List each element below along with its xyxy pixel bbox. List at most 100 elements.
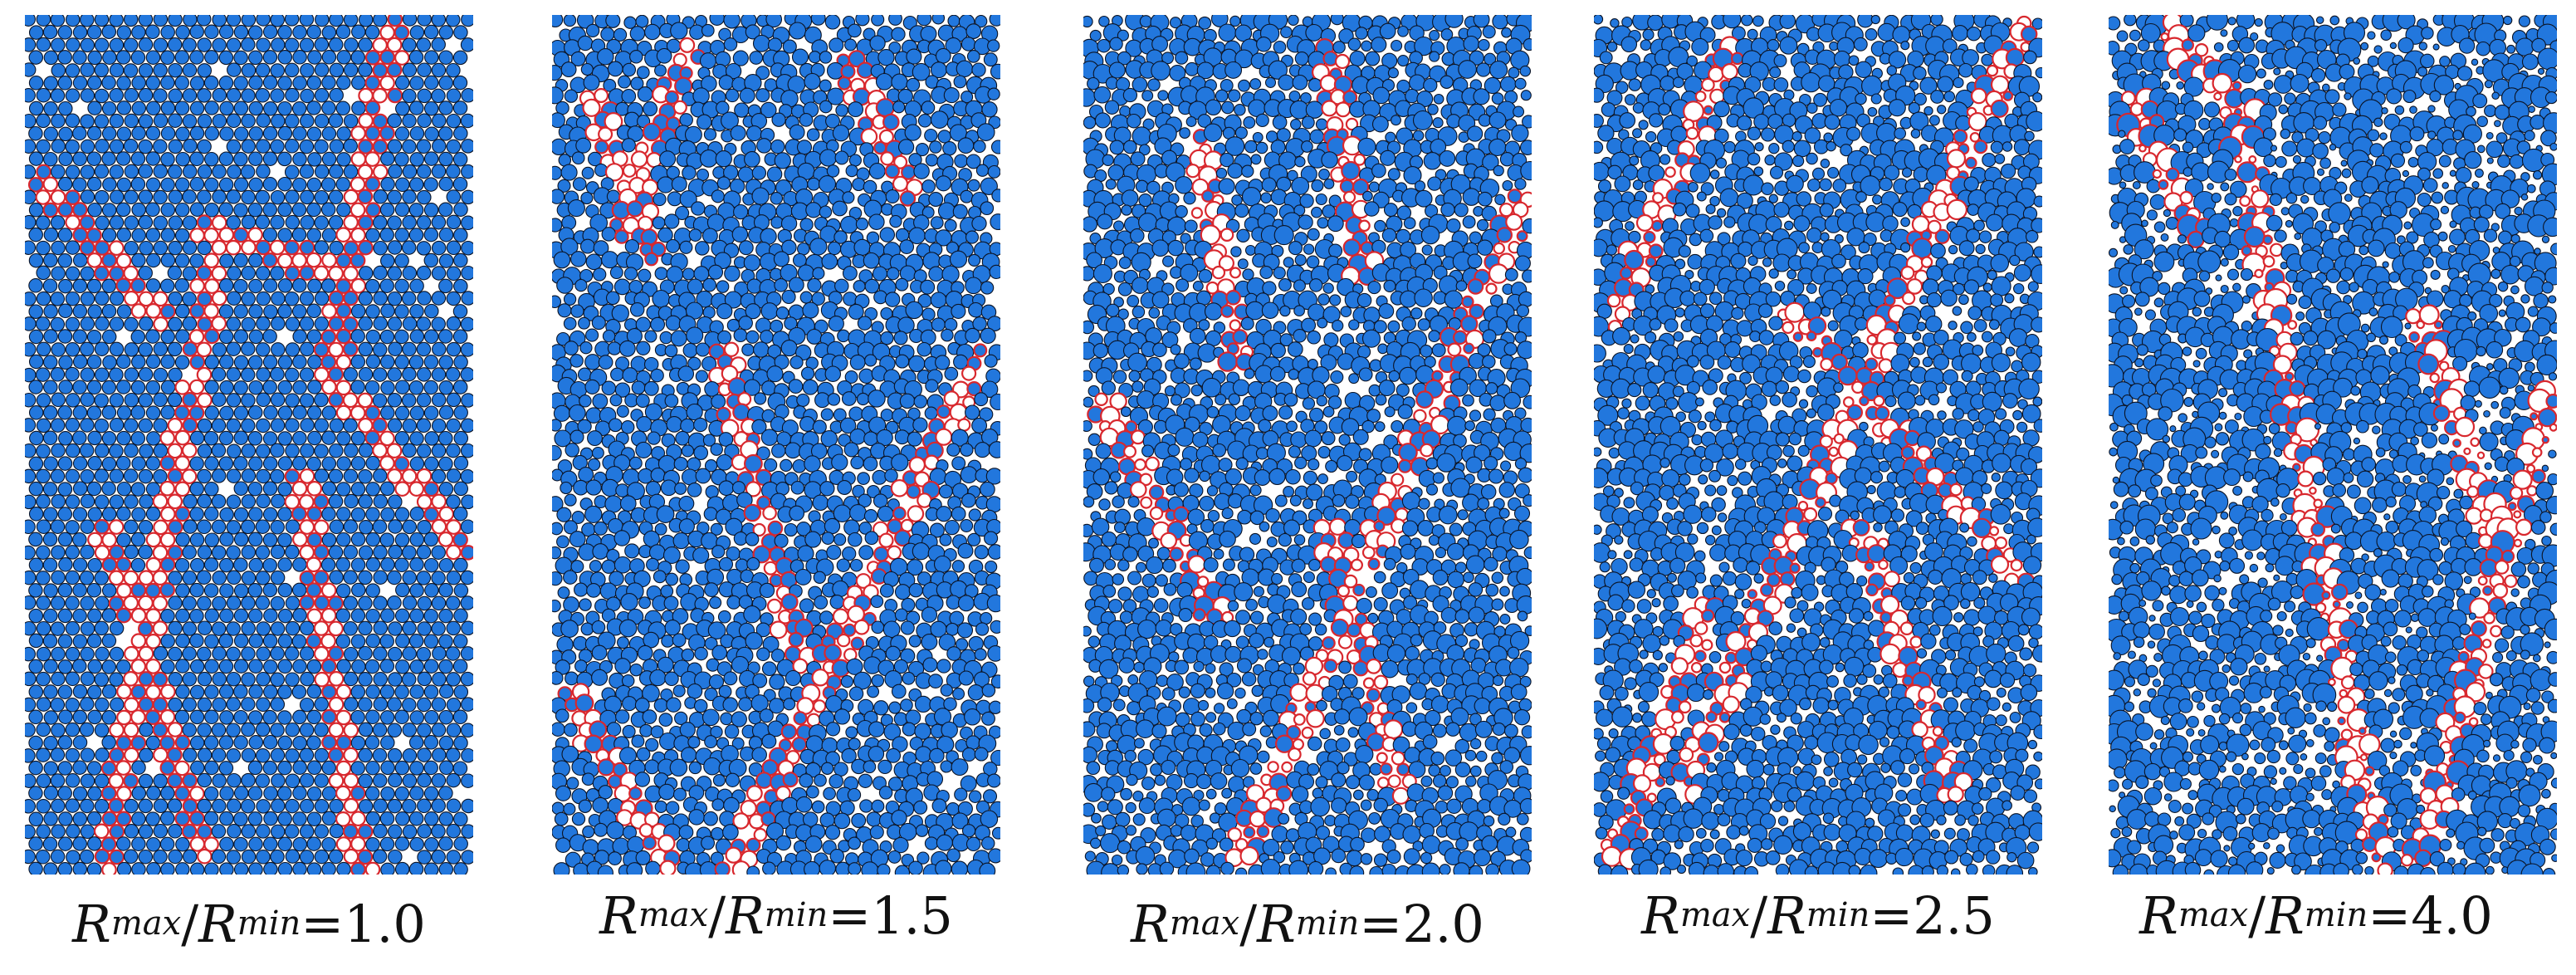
particle: [409, 25, 425, 40]
shear-band-particle: [314, 671, 330, 688]
particle: [841, 747, 857, 764]
particle: [28, 786, 43, 801]
shear-band-particle: [211, 239, 227, 256]
shear-band-particle: [1200, 224, 1221, 246]
particle: [35, 367, 51, 382]
particle: [402, 215, 417, 230]
particle: [247, 786, 263, 801]
particle: [343, 595, 358, 610]
shear-band-particle: [1201, 189, 1215, 203]
particle: [402, 366, 417, 382]
particle: [1215, 167, 1228, 179]
particle: [1518, 291, 1532, 307]
particle: [123, 63, 139, 78]
particle: [292, 177, 307, 193]
particle: [372, 773, 388, 788]
shear-band-particle: [446, 519, 462, 535]
particle: [1264, 76, 1277, 88]
particle: [248, 252, 263, 268]
particle: [197, 189, 212, 204]
shear-band-particle: [153, 291, 169, 307]
particle: [203, 557, 219, 572]
particle: [848, 23, 862, 38]
particle: [320, 202, 336, 218]
particle: [552, 86, 564, 105]
particle: [218, 202, 234, 218]
particle: [438, 202, 453, 218]
particle: [452, 709, 468, 725]
particle: [438, 735, 454, 751]
particle: [344, 697, 359, 712]
shear-band-particle: [94, 240, 110, 256]
shear-band-particle: [1335, 101, 1352, 118]
particle: [760, 429, 779, 446]
particle: [328, 493, 344, 509]
particle: [50, 316, 66, 332]
particle: [879, 227, 896, 243]
shear-band-particle: [138, 595, 154, 611]
particle: [680, 418, 695, 434]
particle: [460, 646, 473, 661]
particle: [1405, 88, 1420, 104]
particle: [248, 126, 264, 141]
particle: [388, 164, 403, 179]
particle: [960, 189, 974, 203]
particle: [153, 113, 169, 129]
shear-band-particle: [321, 683, 337, 700]
particle: [80, 316, 95, 331]
particle: [321, 481, 337, 497]
particle: [270, 214, 285, 230]
shear-band-particle: [123, 722, 139, 738]
particle: [953, 75, 967, 89]
particle: [160, 202, 176, 218]
shear-band-particle: [1220, 304, 1234, 318]
particle: [431, 291, 447, 306]
shear-band-particle: [775, 785, 791, 801]
particle: [343, 418, 358, 434]
particle: [930, 110, 949, 129]
particle: [579, 394, 592, 408]
particle: [453, 355, 468, 370]
particle: [597, 48, 614, 66]
shear-band-particle: [335, 354, 352, 370]
particle: [1489, 61, 1508, 80]
particle: [819, 149, 838, 167]
particle: [197, 468, 212, 484]
particle: [553, 862, 570, 875]
particle: [1403, 217, 1416, 230]
shear-band-particle: [313, 620, 330, 636]
particle: [626, 862, 643, 875]
particle: [563, 15, 577, 27]
particle: [1520, 90, 1532, 101]
particle: [431, 367, 447, 382]
particle: [72, 836, 87, 851]
particle: [552, 522, 564, 536]
particle: [277, 811, 292, 826]
particle: [980, 380, 999, 398]
particle: [365, 608, 380, 624]
particle: [848, 737, 861, 751]
particle: [51, 113, 66, 129]
particle: [300, 113, 315, 129]
shear-band-particle: [284, 468, 301, 484]
particle: [438, 709, 454, 725]
particle: [218, 557, 234, 573]
particle: [145, 380, 161, 395]
particle: [256, 367, 271, 382]
particle: [894, 584, 912, 600]
shear-band-particle: [174, 734, 191, 751]
particle: [25, 570, 37, 585]
particle: [416, 367, 432, 382]
particle: [160, 177, 175, 193]
particle: [101, 228, 117, 243]
shear-band-particle: [299, 595, 315, 610]
particle-packing-2: [552, 15, 1000, 875]
particle: [453, 608, 468, 624]
particle: [101, 329, 117, 345]
particle: [233, 203, 248, 218]
particle: [417, 824, 432, 839]
shear-band-particle: [123, 570, 139, 586]
particle: [314, 316, 330, 331]
particle: [115, 151, 131, 166]
particle: [731, 711, 747, 728]
